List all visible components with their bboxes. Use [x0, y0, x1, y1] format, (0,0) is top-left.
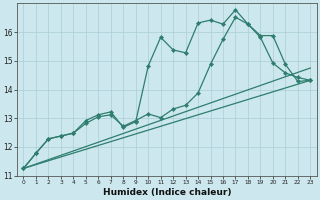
X-axis label: Humidex (Indice chaleur): Humidex (Indice chaleur) [103, 188, 231, 197]
